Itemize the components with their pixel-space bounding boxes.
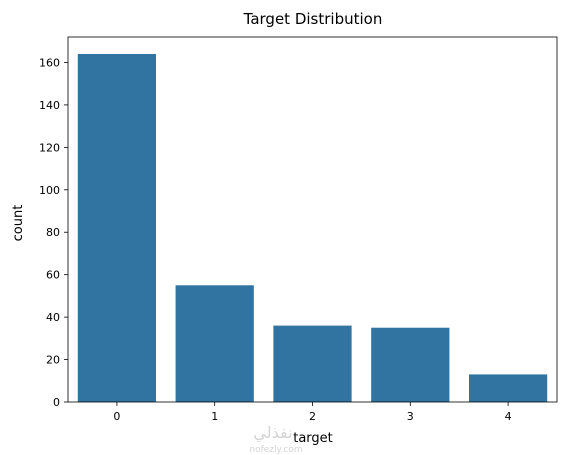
y-tick-label: 160 xyxy=(39,56,60,69)
chart-title: Target Distribution xyxy=(243,10,383,28)
y-axis-label: count xyxy=(11,205,26,242)
x-tick-label: 4 xyxy=(505,410,512,423)
bar-3 xyxy=(371,327,450,402)
bar-1 xyxy=(175,285,254,402)
watermark-url: nofezly.com xyxy=(249,445,302,455)
x-axis-label: target xyxy=(293,431,333,446)
y-tick-label: 20 xyxy=(46,354,60,367)
y-tick-label: 80 xyxy=(46,226,60,239)
y-tick-label: 0 xyxy=(53,396,60,409)
x-tick-label: 3 xyxy=(407,410,414,423)
y-tick-label: 60 xyxy=(46,269,60,282)
watermark: نفذلي nofezly.com xyxy=(249,423,302,455)
y-tick-label: 140 xyxy=(39,99,60,112)
y-tick-label: 40 xyxy=(46,311,60,324)
x-tick-label: 1 xyxy=(211,410,218,423)
x-axis: 0 1 2 3 4 xyxy=(113,402,512,423)
bar-0 xyxy=(77,53,157,402)
y-tick-label: 120 xyxy=(39,141,60,154)
bar-4 xyxy=(468,374,548,402)
x-tick-label: 2 xyxy=(309,410,316,423)
y-tick-label: 100 xyxy=(39,184,60,197)
y-axis: 0 20 40 60 80 100 120 140 160 xyxy=(39,56,68,409)
plot-frame xyxy=(67,36,558,403)
bar-2 xyxy=(273,325,352,402)
x-tick-label: 0 xyxy=(113,410,120,423)
watermark-logo-text: نفذلي xyxy=(253,423,292,443)
bars-group xyxy=(77,53,548,402)
